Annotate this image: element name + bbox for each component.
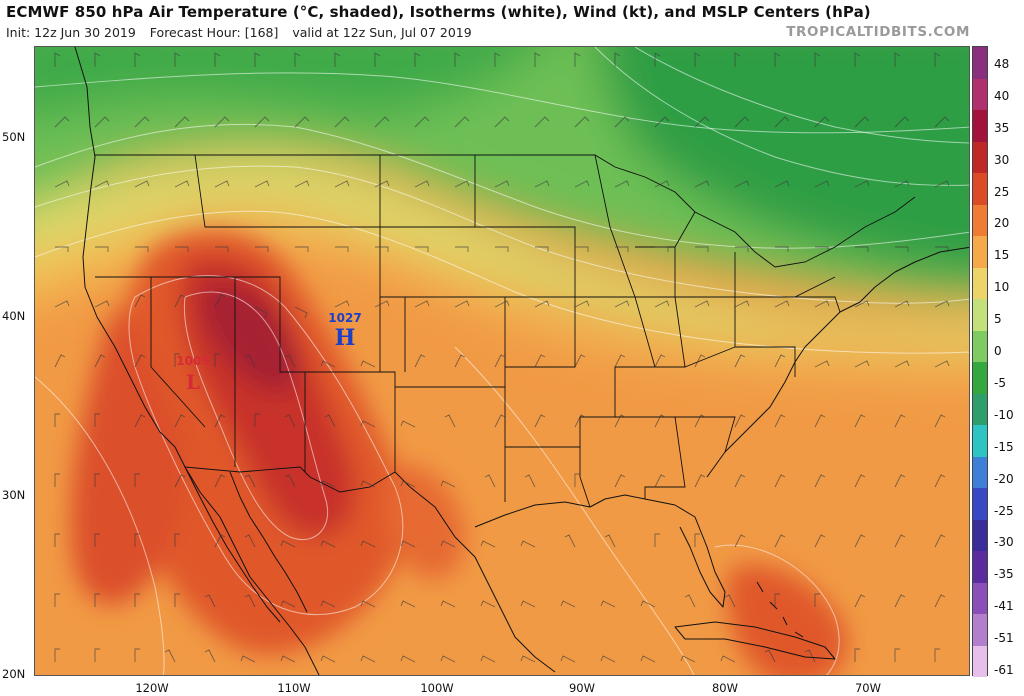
colorbar-label: -41 <box>994 599 1014 614</box>
colorbar-label: 35 <box>994 120 1010 135</box>
colorbar-label: -15 <box>994 439 1014 454</box>
valid-time: valid at 12z Sun, Jul 07 2019 <box>292 25 472 40</box>
colorbar-label: -35 <box>994 567 1014 582</box>
site-credit[interactable]: TROPICALTIDBITS.COM <box>786 24 970 40</box>
colorbar-segment <box>973 110 987 142</box>
colorbar-label: 15 <box>994 248 1010 263</box>
lat-label-50n: 50N <box>2 130 26 144</box>
colorbar-label: -20 <box>994 471 1014 486</box>
high-pressure-symbol: H <box>335 325 356 351</box>
colorbar-label: -10 <box>994 407 1014 422</box>
low-pressure-value: 1009 <box>176 354 209 368</box>
colorbar-segment <box>973 78 987 110</box>
colorbar-label: 25 <box>994 184 1010 199</box>
colorbar-label: -61 <box>994 663 1014 677</box>
colorbar-segment <box>973 141 987 173</box>
colorbar-segment <box>973 362 987 394</box>
colorbar-label: 0 <box>994 344 1002 359</box>
init-time: Init: 12z Jun 30 2019 <box>6 25 136 40</box>
heat-core <box>70 230 848 675</box>
lon-label-110w: 110W <box>277 681 311 695</box>
colorbar-segment <box>973 267 987 299</box>
lat-label-30n: 30N <box>2 488 26 502</box>
colorbar-segment <box>973 519 987 551</box>
colorbar-segment <box>973 456 987 488</box>
colorbar-segment <box>973 236 987 268</box>
lon-label-120w: 120W <box>135 681 169 695</box>
colorbar-segment <box>973 614 987 646</box>
colorbar-segment <box>973 173 987 205</box>
colorbar-segment <box>973 393 987 425</box>
colorbar-label: 20 <box>994 216 1010 231</box>
wind-barbs <box>54 52 950 663</box>
colorbar-segment <box>973 582 987 614</box>
colorbar-label: 30 <box>994 152 1010 167</box>
colorbar-label: 5 <box>994 312 1002 327</box>
lat-label-20n: 20N <box>2 667 26 681</box>
temperature-map[interactable]: 1027 H 1009 L <box>34 46 970 676</box>
map-canvas: 1027 H 1009 L <box>35 47 969 675</box>
colorbar-label: -51 <box>994 631 1014 646</box>
colorbar-label: -30 <box>994 535 1014 550</box>
colorbar-label: 10 <box>994 280 1010 295</box>
colorbar-segment <box>973 551 987 583</box>
run-info: Init: 12z Jun 30 2019 Forecast Hour: [16… <box>6 25 482 40</box>
low-pressure-symbol: L <box>186 370 200 394</box>
colorbar-segment <box>973 488 987 520</box>
lon-label-70w: 70W <box>854 681 882 695</box>
colorbar-segment <box>973 425 987 457</box>
lon-label-100w: 100W <box>420 681 454 695</box>
low-pressure-center: 1009 L <box>176 354 209 394</box>
colorbar <box>972 46 988 677</box>
lon-label-80w: 80W <box>711 681 739 695</box>
forecast-hour: Forecast Hour: [168] <box>149 25 279 40</box>
colorbar-label: 48 <box>994 57 1010 71</box>
isotherm-lines <box>35 47 969 675</box>
map-title: ECMWF 850 hPa Air Temperature (°C, shade… <box>6 3 871 21</box>
colorbar-segment <box>973 330 987 362</box>
state-borders <box>95 154 916 508</box>
high-pressure-center: 1027 H <box>328 311 361 351</box>
lat-label-40n: 40N <box>2 309 26 323</box>
lon-label-90w: 90W <box>568 681 596 695</box>
colorbar-label: -5 <box>994 375 1006 390</box>
colorbar-segment <box>973 645 987 677</box>
colorbar-label: 40 <box>994 88 1010 103</box>
colorbar-label: -25 <box>994 503 1014 518</box>
high-pressure-value: 1027 <box>328 311 361 325</box>
colorbar-segment <box>973 47 987 79</box>
colorbar-segment <box>973 204 987 236</box>
colorbar-segment <box>973 299 987 331</box>
